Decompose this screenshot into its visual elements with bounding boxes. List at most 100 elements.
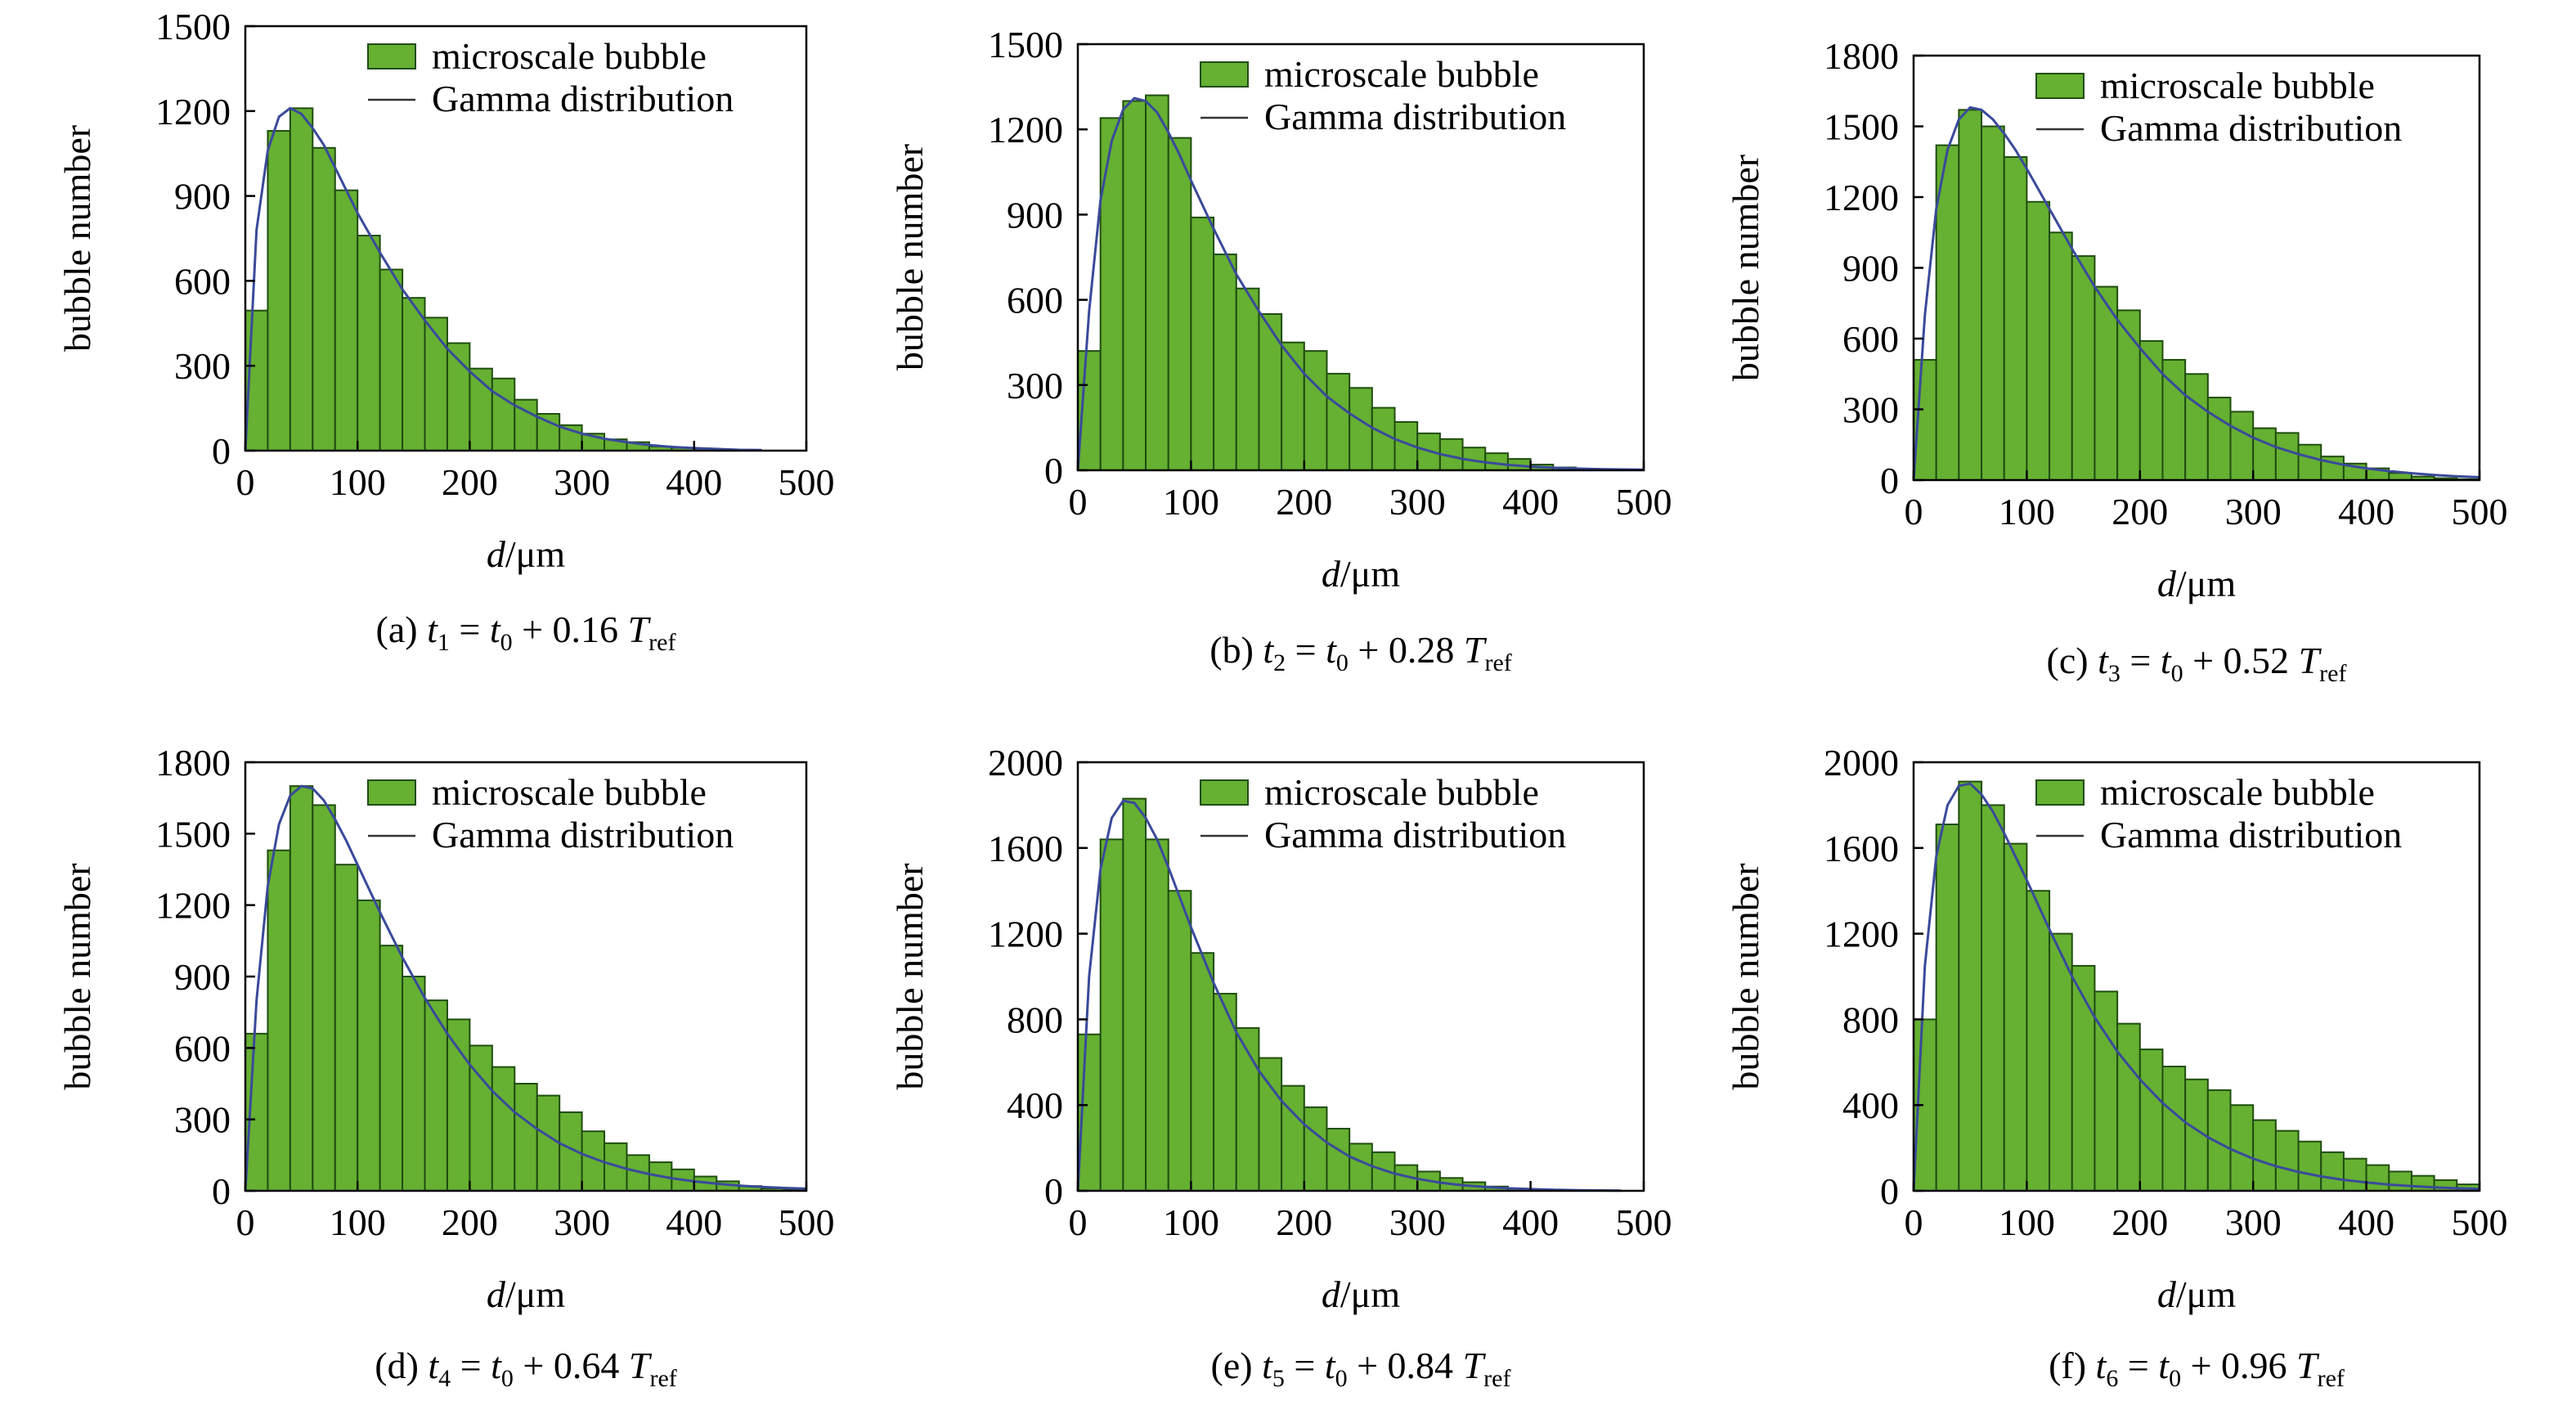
histogram-bar <box>2297 443 2322 481</box>
histogram-bar <box>1935 823 1960 1192</box>
y-tick-label: 1200 <box>1824 177 1899 218</box>
caption-t0: t <box>490 608 501 650</box>
caption-prefix: (f) <box>2049 1345 2095 1386</box>
x-axis-unit: /μm <box>505 533 565 575</box>
y-tick-label: 900 <box>174 176 231 218</box>
x-axis-label: d/μm <box>1322 1273 1400 1315</box>
y-tick-label: 300 <box>1007 365 1063 406</box>
caption-equals: = <box>2120 640 2161 681</box>
histogram-bar <box>267 849 291 1192</box>
x-axis-label: d/μm <box>2157 563 2236 604</box>
x-axis-unit: /μm <box>505 1273 565 1315</box>
caption-offset: + 0.52 <box>2183 640 2299 681</box>
histogram-bar <box>1281 1084 1305 1192</box>
x-tick-label: 100 <box>330 461 386 503</box>
histogram-bar <box>1258 312 1283 472</box>
legend-label-bars: microscale bubble <box>1264 53 1539 95</box>
histogram-bar <box>357 899 381 1192</box>
histogram-bar <box>1099 838 1124 1192</box>
caption-offset: + 0.64 <box>514 1345 629 1386</box>
histogram-bar <box>2342 1157 2367 1192</box>
x-tick-label: 400 <box>2338 491 2394 532</box>
legend-swatch-bars <box>1200 61 1249 88</box>
y-tick-label: 800 <box>1842 999 1899 1040</box>
histogram-bar <box>2206 1089 2232 1192</box>
x-tick-label: 500 <box>779 461 835 503</box>
chart-panel-b: 0 100 200 300 400 500 0 300 600 900 1200 1500 bubble… <box>889 24 1672 676</box>
caption-T: T <box>628 608 652 650</box>
histogram-bar <box>491 1066 516 1192</box>
histogram-bar <box>2388 1170 2412 1192</box>
caption-T: T <box>2299 640 2322 681</box>
histogram-bar <box>1190 216 1215 471</box>
y-axis-label: bubble number <box>889 863 931 1089</box>
y-axis-label: bubble number <box>56 125 98 352</box>
histogram-bar <box>1958 109 1983 481</box>
histogram-bar <box>1958 780 1983 1192</box>
legend-label-bars: microscale bubble <box>2100 65 2375 106</box>
caption-equals: = <box>450 608 490 650</box>
caption-t0-subscript: 0 <box>500 629 513 656</box>
caption-equals: = <box>2118 1345 2158 1386</box>
x-tick-label: 500 <box>1616 481 1672 523</box>
chart-panel-d: 0 100 200 300 400 500 0 300 600 900 1200 1500 1800 bu… <box>56 742 835 1392</box>
legend-swatch-bars <box>367 43 416 70</box>
histogram-bar <box>1371 406 1396 471</box>
histogram-bar <box>1349 1143 1373 1192</box>
y-tick-label: 1500 <box>1824 106 1899 148</box>
y-tick-label: 600 <box>1007 280 1063 321</box>
x-tick-label: 400 <box>2338 1201 2394 1243</box>
histogram-bar <box>334 189 359 451</box>
legend-label-curve: Gamma distribution <box>2100 107 2402 149</box>
x-tick-label: 100 <box>1999 1201 2055 1243</box>
x-axis-variable: d <box>1322 553 1341 595</box>
x-tick-label: 100 <box>1163 1201 1219 1243</box>
caption-offset: + 0.84 <box>1348 1345 1463 1386</box>
histogram-bar <box>1122 100 1147 471</box>
x-tick-label: 300 <box>2225 491 2282 532</box>
y-tick-label: 1600 <box>1824 828 1899 869</box>
histogram-bar <box>1326 1128 1351 1192</box>
histogram-bar <box>491 377 516 451</box>
histogram-bar <box>245 1032 269 1192</box>
histogram-bar <box>2026 200 2051 481</box>
y-tick-label: 0 <box>1880 1170 1899 1212</box>
caption-t: t <box>2098 640 2109 681</box>
histogram-bar <box>1167 890 1192 1192</box>
plot-frame <box>1912 761 2481 1192</box>
x-axis-variable: d <box>2157 1273 2177 1315</box>
caption-equals: = <box>451 1345 491 1386</box>
legend-label-curve: Gamma distribution <box>432 814 734 855</box>
x-axis-label: d/μm <box>2157 1273 2236 1315</box>
x-tick-label: 200 <box>2112 1201 2168 1243</box>
caption-T-subscript: ref <box>2319 660 2346 687</box>
histogram-bar <box>2206 397 2232 482</box>
histogram-bar <box>334 864 359 1192</box>
histogram-bar <box>2252 427 2277 481</box>
histogram-bar <box>357 235 381 451</box>
histogram-bar <box>2274 1129 2300 1192</box>
x-axis-unit: /μm <box>2176 563 2236 604</box>
y-tick-label: 2000 <box>1824 742 1899 784</box>
x-tick-label: 0 <box>1069 1201 1088 1243</box>
x-tick-label: 400 <box>666 1201 722 1243</box>
y-axis-label: bubble number <box>56 863 98 1089</box>
caption-T: T <box>1464 629 1488 671</box>
caption-t-subscript: 4 <box>438 1365 451 1392</box>
y-tick-label: 1500 <box>155 813 231 855</box>
histogram-bar <box>1235 1026 1260 1192</box>
x-tick-label: 500 <box>779 1201 835 1243</box>
histogram-bar <box>1145 838 1169 1192</box>
x-axis-variable: d <box>487 533 506 575</box>
histogram-bar <box>2320 1151 2345 1192</box>
x-tick-label: 300 <box>2225 1201 2282 1243</box>
caption-t0-subscript: 0 <box>2171 660 2183 687</box>
y-tick-label: 1500 <box>155 6 231 47</box>
x-tick-label: 200 <box>2112 491 2168 532</box>
histogram-bar <box>2003 842 2028 1192</box>
caption-t0: t <box>1326 629 1337 671</box>
histogram-bar <box>1099 117 1124 471</box>
chart-panel-f: 0 100 200 300 400 500 0 400 800 1200 1600 2000 bubbl… <box>1725 742 2508 1392</box>
caption-prefix: (a) <box>376 608 428 650</box>
y-axis-label: bubble number <box>1725 863 1766 1089</box>
